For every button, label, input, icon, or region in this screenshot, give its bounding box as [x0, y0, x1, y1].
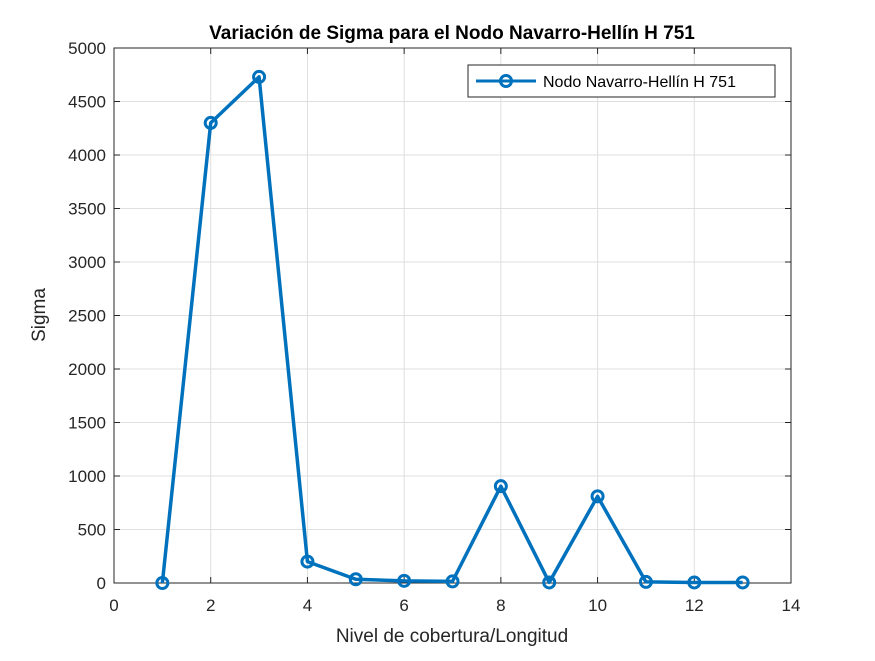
y-tick-label: 1500: [68, 414, 106, 433]
chart-title: Variación de Sigma para el Nodo Navarro-…: [209, 23, 695, 44]
x-tick-label: 8: [496, 596, 505, 615]
x-tick-label: 14: [782, 596, 801, 615]
x-tick-label: 10: [588, 596, 607, 615]
y-tick-label: 4500: [68, 93, 106, 112]
data-point: [397, 573, 412, 588]
legend-marker: [499, 74, 513, 88]
y-tick-label: 1000: [68, 467, 106, 486]
y-tick-label: 5000: [68, 39, 106, 58]
series-line: [160, 75, 743, 585]
legend-label: Nodo Navarro-Hellín H 751: [543, 74, 736, 91]
y-tick-label: 3000: [68, 253, 106, 272]
data-point: [638, 574, 653, 589]
x-axis-label: Nivel de cobertura/Longitud: [336, 626, 568, 647]
y-tick-label: 0: [97, 574, 106, 593]
x-tick-label: 0: [109, 596, 118, 615]
series: [155, 69, 750, 590]
data-point: [445, 574, 460, 589]
data-point: [590, 489, 605, 504]
data-point: [687, 575, 702, 590]
x-tick-labels: 0 2 4 6 8 10 12 14: [109, 596, 800, 615]
x-tick-label: 12: [685, 596, 704, 615]
data-point: [348, 572, 363, 587]
data-point: [203, 115, 218, 130]
data-point: [542, 575, 557, 590]
x-tick-label: 2: [206, 596, 215, 615]
y-tick-label: 4000: [68, 146, 106, 165]
ticks: [113, 47, 792, 584]
legend: Nodo Navarro-Hellín H 751: [467, 64, 776, 98]
data-point: [493, 479, 508, 494]
y-tick-label: 500: [78, 521, 106, 540]
data-point: [300, 554, 315, 569]
data-point: [252, 69, 267, 84]
y-tick-label: 2000: [68, 360, 106, 379]
y-tick-label: 2500: [68, 307, 106, 326]
x-tick-label: 4: [303, 596, 312, 615]
y-tick-labels: 0 500 1000 1500 2000 2500 3000 3500 4000 4500 5000: [68, 39, 106, 593]
data-point: [735, 575, 750, 590]
x-tick-label: 6: [399, 596, 408, 615]
y-tick-label: 3500: [68, 200, 106, 219]
y-axis-label: Sigma: [29, 288, 50, 342]
data-point: [155, 576, 170, 590]
